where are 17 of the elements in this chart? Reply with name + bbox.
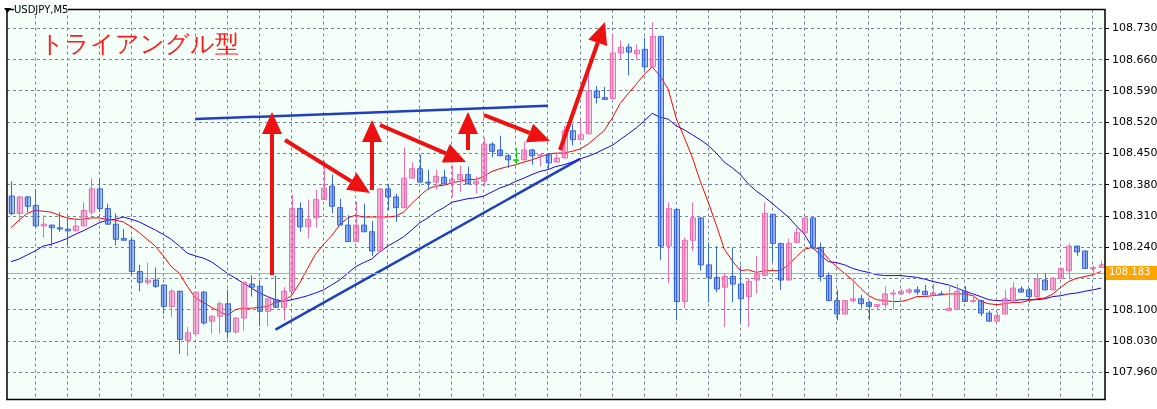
y-tick-label: 108.030 — [1112, 334, 1157, 348]
ref-line-label: 108.183 — [1109, 266, 1151, 278]
candlestick — [417, 154, 423, 183]
y-tick-label: 108.660 — [1112, 52, 1157, 66]
y-tick-label: 108.450 — [1112, 146, 1157, 160]
y-tick-label: 108.730 — [1112, 21, 1157, 35]
y-tick-label: 108.310 — [1112, 208, 1157, 222]
y-tick-label: 107.960 — [1112, 365, 1157, 379]
chart-title: USDJPY,M5 — [14, 4, 69, 15]
candlestick — [337, 198, 343, 226]
annotation: トライアングル型 — [40, 29, 239, 60]
y-tick-label: 108.590 — [1112, 83, 1157, 97]
y-tick-label: 108.240 — [1112, 240, 1157, 254]
candlestick — [457, 165, 463, 193]
y-tick-label: 108.100 — [1112, 302, 1157, 316]
y-tick-label: 108.380 — [1112, 177, 1157, 191]
y-tick-label: 108.520 — [1112, 115, 1157, 129]
